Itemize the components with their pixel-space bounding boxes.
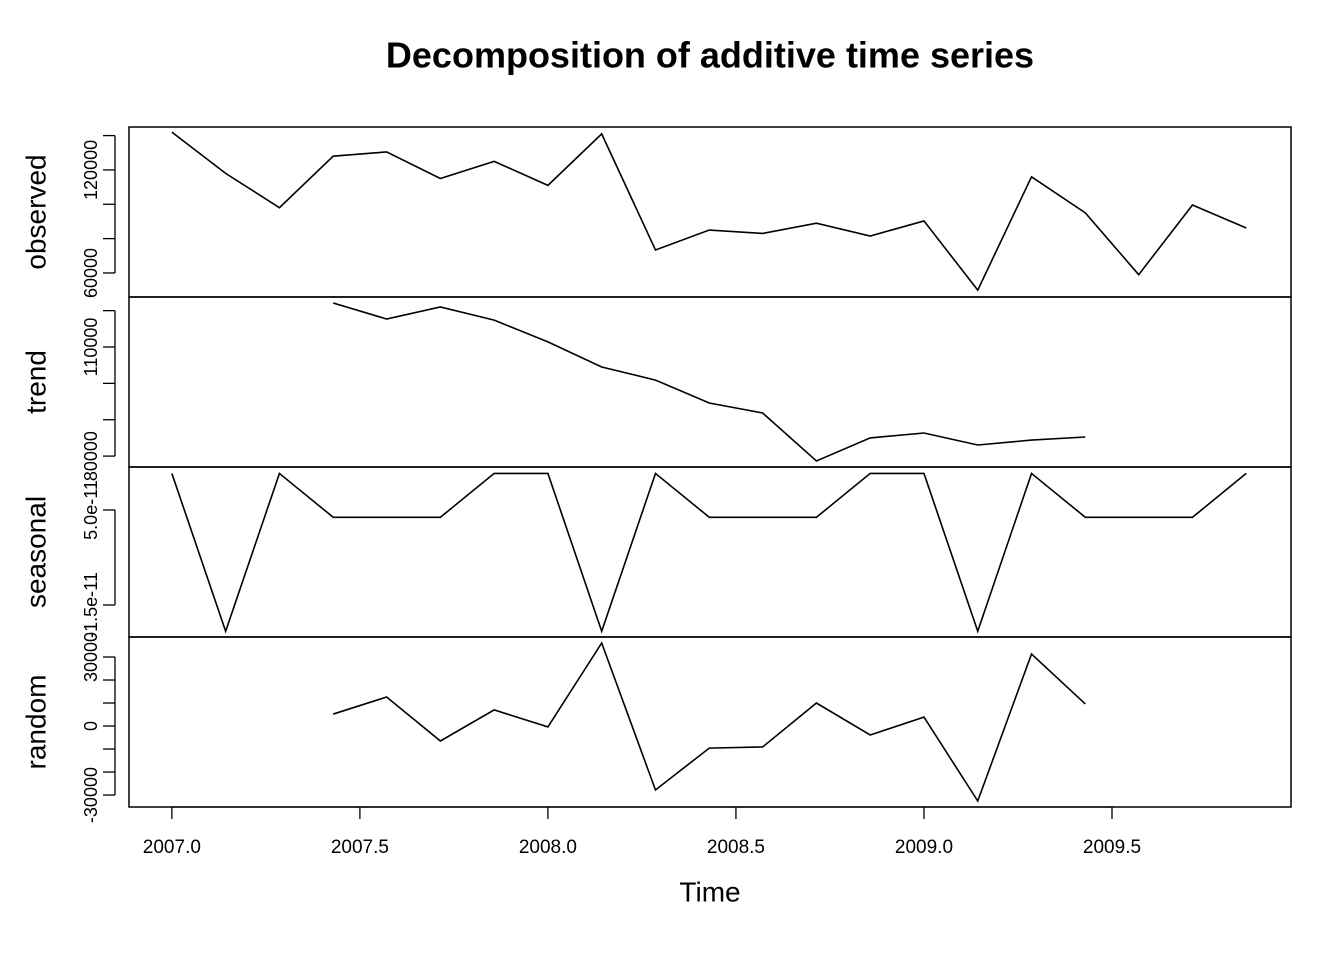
y-tick-label: -1.5e-11 (81, 572, 101, 638)
x-tick-label: 2009.0 (895, 837, 953, 858)
y-tick-label: 60000 (81, 248, 101, 298)
y-tick-label: 110000 (81, 318, 101, 377)
x-tick-label: 2007.5 (331, 837, 389, 858)
panel-frame (128, 126, 1292, 298)
x-tick-label: 2009.5 (1083, 837, 1141, 858)
y-tick-label: 30000 (81, 632, 101, 682)
series-line (332, 302, 1086, 462)
y-axis-label: random (20, 675, 51, 770)
x-tick-label: 2007.0 (143, 837, 201, 858)
series-line (171, 131, 1247, 292)
x-axis-label: Time (679, 876, 740, 907)
panel-frame (128, 636, 1292, 808)
y-axis-label: observed (20, 154, 51, 269)
y-tick-label: 80000 (81, 431, 101, 481)
y-tick-label: 0 (81, 721, 101, 731)
y-tick-label: 5.0e-11 (81, 480, 101, 540)
panel-frame (128, 296, 1292, 468)
x-tick-label: 2008.5 (707, 837, 765, 858)
y-axis-label: seasonal (20, 496, 51, 608)
y-tick-label: -30000 (81, 767, 101, 823)
series-line (332, 641, 1086, 803)
chart-title: Decomposition of additive time series (386, 35, 1034, 76)
y-tick-label: 120000 (81, 140, 101, 200)
series-line (171, 472, 1247, 634)
y-axis-label: trend (20, 350, 51, 414)
x-tick-label: 2008.0 (519, 837, 577, 858)
